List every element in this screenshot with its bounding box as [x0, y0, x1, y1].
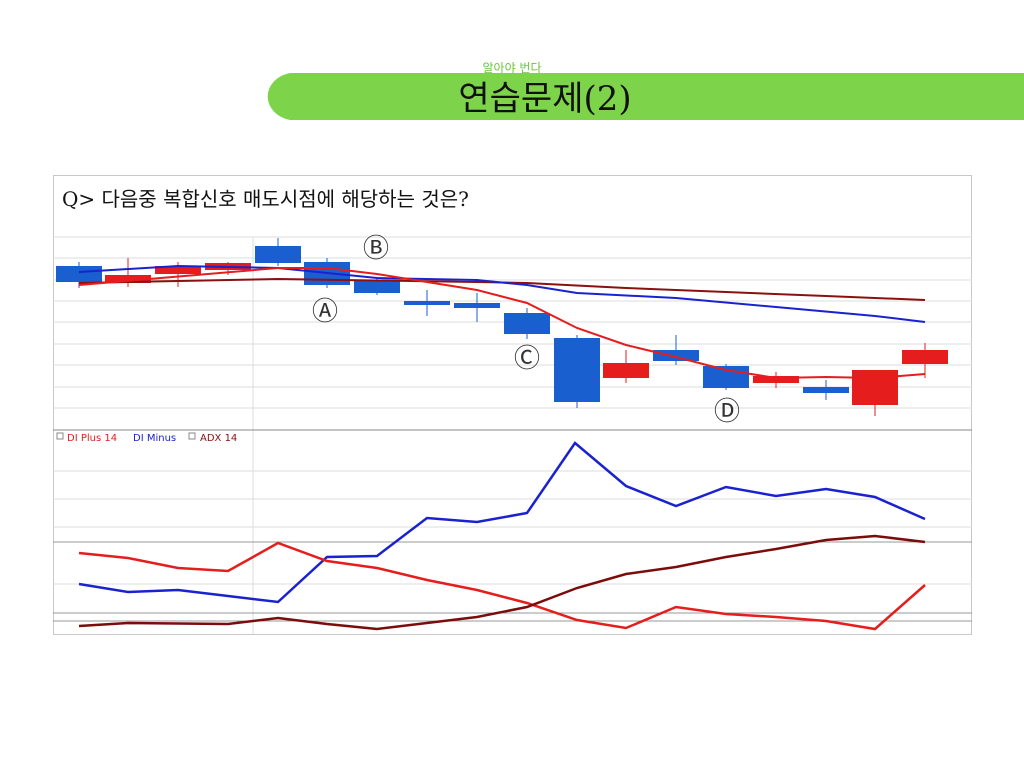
candle-body — [554, 338, 600, 402]
candle-body — [603, 363, 649, 378]
legend-entry: DI Plus 14 — [67, 433, 117, 444]
candle-body — [852, 370, 898, 405]
legend-box — [188, 432, 196, 440]
ma-mid — [78, 264, 926, 323]
di-minus-line — [78, 441, 926, 604]
candle-body — [902, 350, 948, 364]
candle-body — [255, 246, 301, 263]
annotations: Ⓐ Ⓑ Ⓒ Ⓓ — [312, 234, 740, 427]
annotation: Ⓑ — [363, 234, 389, 264]
candle-body — [105, 275, 151, 283]
legend-box — [56, 432, 64, 440]
slide-title: 연습문제(2) — [458, 79, 631, 119]
adx-line — [78, 534, 926, 631]
legend-entry: DI Minus — [133, 433, 176, 444]
chart-frame — [53, 175, 972, 635]
candle-body — [155, 266, 201, 274]
annotation: Ⓒ — [514, 344, 540, 374]
legend-entry: ADX 14 — [200, 433, 237, 444]
candle-body — [803, 387, 849, 393]
annotation: Ⓐ — [312, 297, 338, 327]
ma-short — [78, 267, 926, 380]
ma-long — [78, 277, 926, 301]
question: Q> 다음중 복합신호 매도시점에 해당하는 것은? — [62, 187, 469, 211]
legend: DI Plus 14 DI Minus ADX 14 — [56, 432, 237, 444]
di-plus-line — [78, 541, 926, 631]
annotation: Ⓓ — [714, 397, 740, 427]
candle-body — [354, 280, 400, 293]
candle-body — [56, 266, 102, 282]
candle-body — [454, 303, 500, 308]
candle-body — [504, 313, 550, 334]
title-bar — [267, 73, 1024, 120]
candle-body — [753, 376, 799, 383]
header-subtitle: 알아야 번다 — [482, 61, 541, 75]
candle-body — [404, 301, 450, 305]
candle-body — [653, 350, 699, 361]
